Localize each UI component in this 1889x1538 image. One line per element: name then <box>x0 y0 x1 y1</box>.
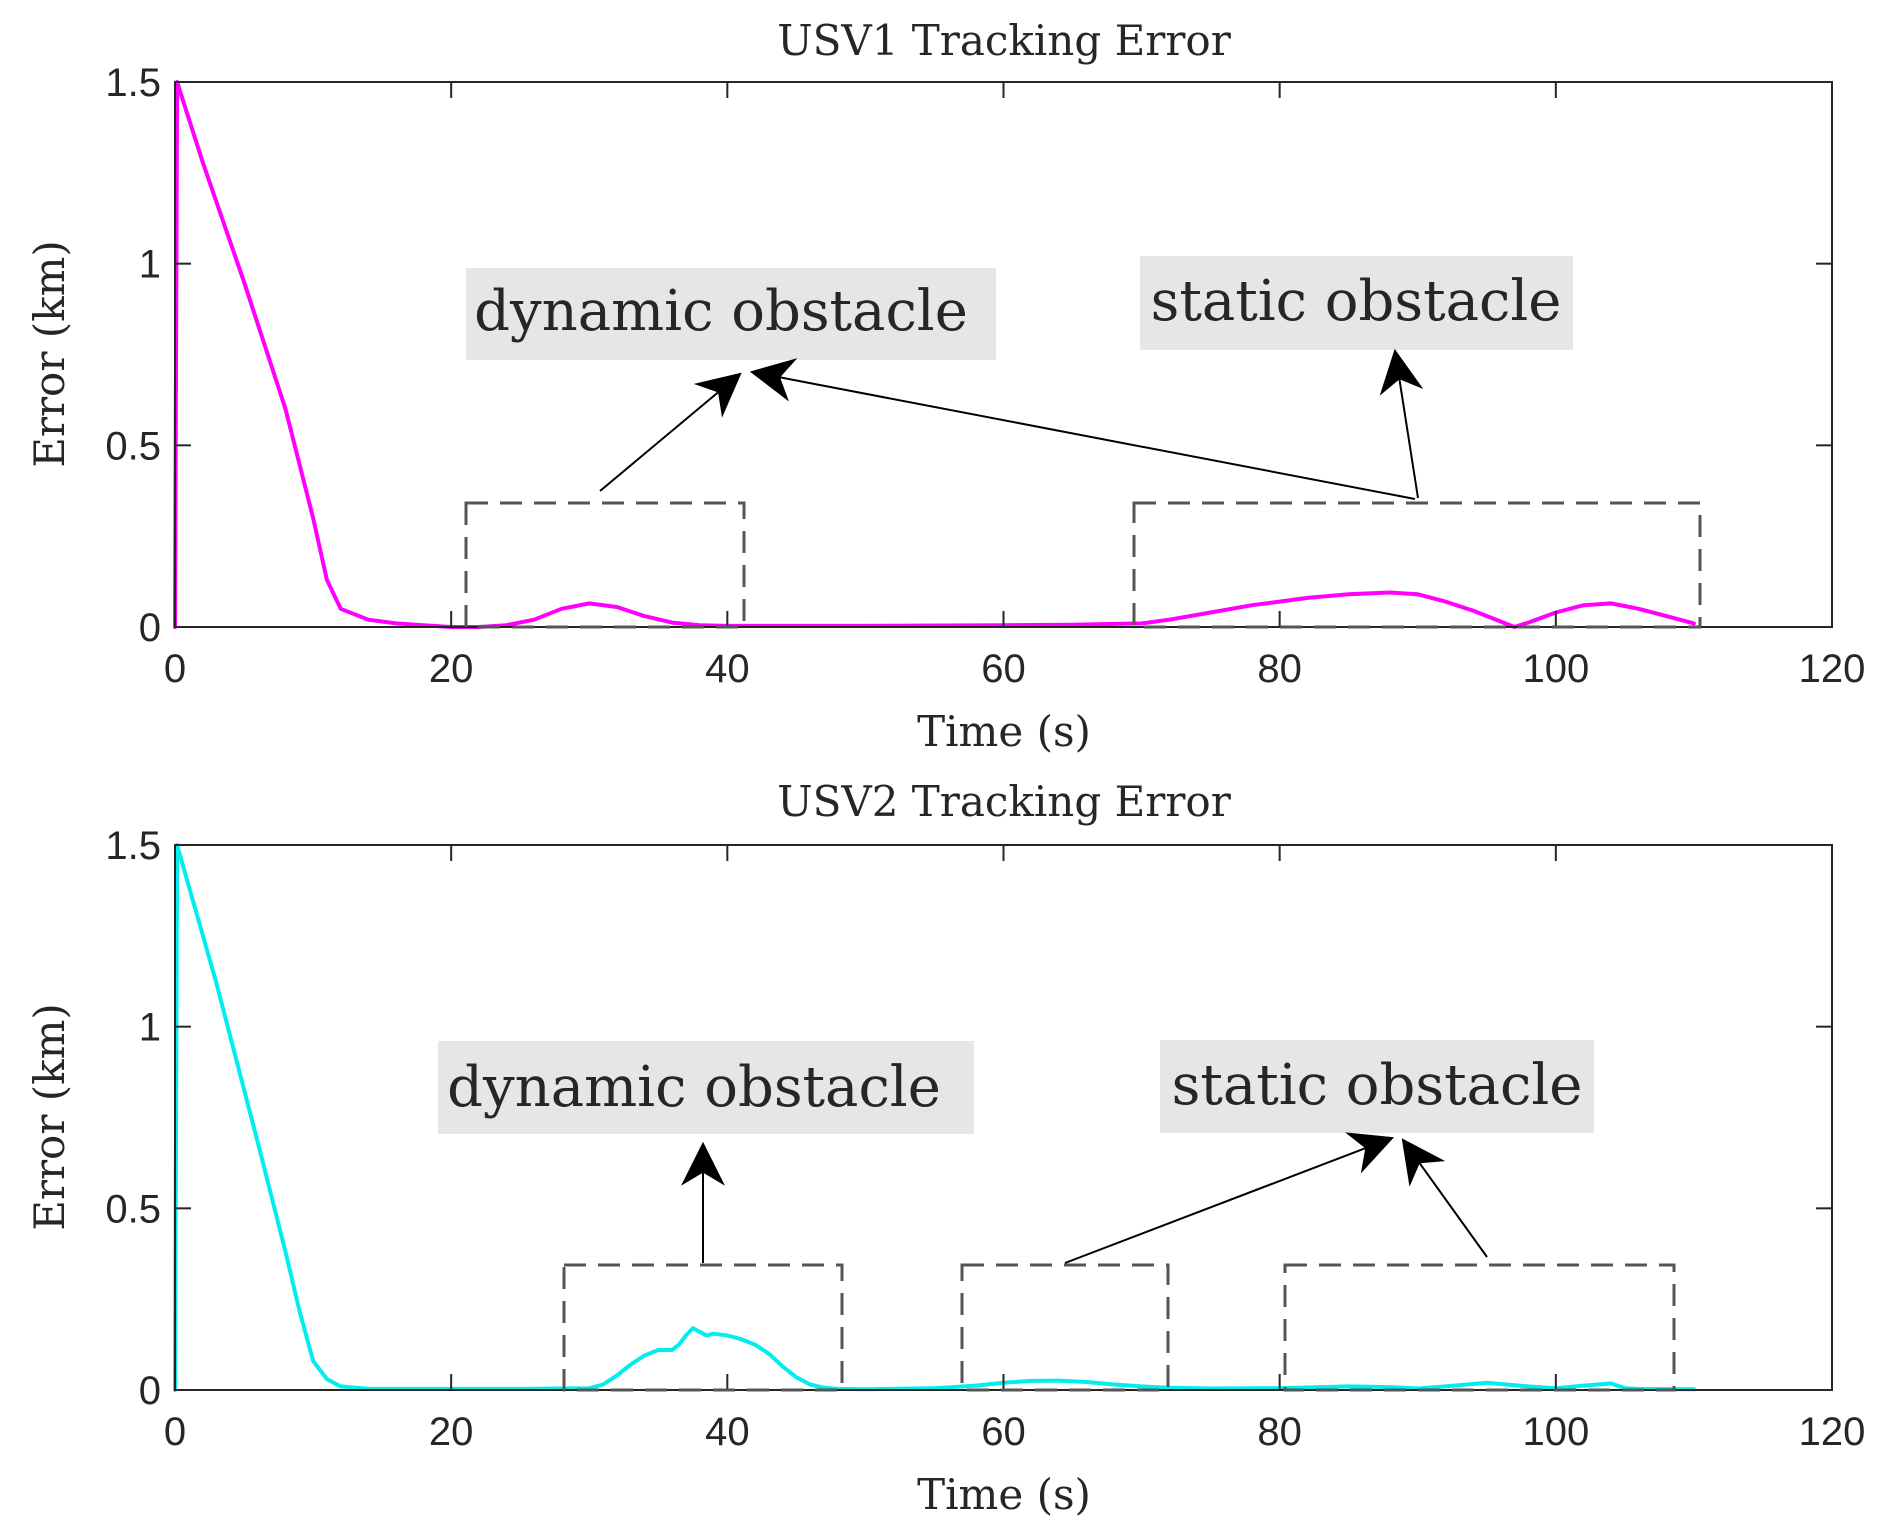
y-tick-label: 1 <box>139 1006 161 1050</box>
chart-usv2: USV2 Tracking Error 0 20 40 60 80 100 120 0 0.5… <box>25 777 1865 1519</box>
y-axis-label: Error (km) <box>25 1003 74 1231</box>
static-obstacle-label-box <box>1140 256 1573 350</box>
arrow-static-right <box>1401 1138 1488 1258</box>
y-tick-label: 0 <box>139 606 161 650</box>
arrow-static-up <box>1379 348 1424 499</box>
series-line <box>173 80 1696 629</box>
x-axis-label: Time (s) <box>917 1470 1091 1519</box>
chart-usv1: USV1 Tracking Error 0 20 40 60 80 100 120 0 0.5… <box>25 16 1865 756</box>
data-line-group <box>173 80 1696 629</box>
x-tick-label: 40 <box>705 647 750 691</box>
static-obstacle-label: static obstacle <box>1172 1053 1583 1118</box>
arrow-static-to-dynamic <box>749 358 1416 500</box>
static-obstacle-region-box-1 <box>960 1263 1170 1392</box>
static-obstacle-label-box <box>1160 1040 1594 1133</box>
y-tick-label: 0 <box>139 1369 161 1413</box>
dynamic-obstacle-label: dynamic obstacle <box>447 1055 941 1120</box>
dynamic-obstacle-label-box <box>438 1041 974 1134</box>
x-tick-label: 0 <box>164 1410 186 1454</box>
chart-title: USV2 Tracking Error <box>777 777 1231 826</box>
arrow-static-left <box>1064 1132 1395 1264</box>
x-axis-label: Time (s) <box>917 707 1091 756</box>
x-tick-label: 120 <box>1799 647 1866 691</box>
x-tick-label: 40 <box>705 1410 750 1454</box>
static-obstacle-region-box <box>1132 501 1702 629</box>
dynamic-obstacle-label: dynamic obstacle <box>474 279 968 344</box>
x-tick-label: 60 <box>981 647 1026 691</box>
x-axis-ticks: 0 20 40 60 80 100 120 <box>164 82 1866 691</box>
x-tick-label: 0 <box>164 647 186 691</box>
series-line <box>173 843 1696 1392</box>
x-tick-label: 20 <box>429 1410 474 1454</box>
axes-box <box>174 81 1833 628</box>
y-tick-label: 0.5 <box>105 424 161 468</box>
static-obstacle-label: static obstacle <box>1151 269 1562 334</box>
x-tick-label: 100 <box>1522 647 1589 691</box>
x-tick-label: 20 <box>429 647 474 691</box>
y-axis-label: Error (km) <box>25 240 74 468</box>
x-axis-ticks: 0 20 40 60 80 100 120 <box>164 845 1866 1454</box>
y-tick-label: 1 <box>139 243 161 287</box>
x-tick-label: 80 <box>1257 647 1302 691</box>
x-tick-label: 100 <box>1522 1410 1589 1454</box>
static-obstacle-region-box-2 <box>1283 1263 1676 1392</box>
dynamic-obstacle-region-box <box>464 501 746 629</box>
y-axis-ticks: 0 0.5 1 1.5 <box>105 824 1832 1413</box>
arrow-dynamic <box>599 372 742 492</box>
y-tick-label: 1.5 <box>105 824 161 868</box>
dynamic-obstacle-label-box <box>466 268 996 360</box>
x-tick-label: 80 <box>1257 1410 1302 1454</box>
x-tick-label: 120 <box>1799 1410 1866 1454</box>
y-tick-label: 0.5 <box>105 1187 161 1231</box>
data-line-group <box>173 843 1696 1392</box>
x-tick-label: 60 <box>981 1410 1026 1454</box>
dynamic-obstacle-region-box <box>562 1263 844 1392</box>
chart-title: USV1 Tracking Error <box>777 16 1231 65</box>
y-axis-ticks: 0 0.5 1 1.5 <box>105 61 1832 650</box>
y-tick-label: 1.5 <box>105 61 161 105</box>
